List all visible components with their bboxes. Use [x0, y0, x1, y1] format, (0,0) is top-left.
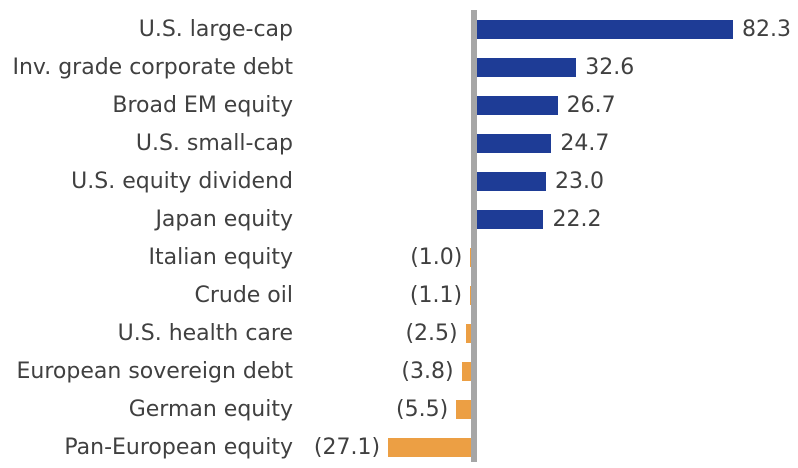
bar [461, 362, 474, 381]
bar [473, 96, 558, 115]
category-label: German equity [128, 397, 293, 422]
category-label: Pan-European equity [64, 435, 293, 460]
category-label: Inv. grade corporate debt [12, 55, 293, 80]
chart-row: European sovereign debt (3.8) [0, 353, 798, 391]
value-label: 24.7 [560, 131, 610, 156]
bar [473, 210, 544, 229]
value-label: (5.5) [396, 397, 449, 422]
category-label: U.S. large-cap [138, 17, 293, 42]
chart-row: Inv. grade corporate debt 32.6 [0, 49, 798, 87]
category-label: U.S. equity dividend [71, 169, 293, 194]
chart-row: Broad EM equity 26.7 [0, 87, 798, 125]
value-label: (1.1) [409, 283, 463, 308]
category-label: Italian equity [148, 245, 293, 270]
category-label: Crude oil [194, 283, 293, 308]
category-label: U.S. health care [117, 321, 293, 346]
category-label: Broad EM equity [112, 93, 293, 118]
category-label: Japan equity [155, 207, 293, 232]
value-label: 32.6 [585, 55, 635, 80]
chart-row: U.S. large-cap 82.3 [0, 11, 798, 49]
bar [465, 324, 474, 343]
chart-row: Pan-European equity (27.1) [0, 429, 798, 467]
chart-row: Japan equity 22.2 [0, 201, 798, 239]
chart-row: U.S. small-cap 24.7 [0, 125, 798, 163]
zero-axis-line [471, 10, 477, 462]
chart-row: German equity (5.5) [0, 391, 798, 429]
bar [473, 134, 552, 153]
value-label: (3.8) [401, 359, 454, 384]
category-label: European sovereign debt [16, 359, 293, 384]
bar [473, 20, 733, 39]
value-label: 23.0 [555, 169, 604, 194]
value-label: (1.0) [410, 245, 463, 270]
value-label: (27.1) [313, 435, 381, 460]
value-label: 26.7 [566, 93, 616, 118]
chart-row: Italian equity (1.0) [0, 239, 798, 277]
bar [456, 400, 474, 419]
bar [388, 438, 474, 457]
chart-row: U.S. equity dividend 23.0 [0, 163, 798, 201]
chart-row: Crude oil (1.1) [0, 277, 798, 315]
category-label: U.S. small-cap [135, 131, 293, 156]
value-label: (2.5) [405, 321, 458, 346]
value-label: 22.2 [552, 207, 602, 232]
chart-row: U.S. health care (2.5) [0, 315, 798, 353]
bar [473, 172, 547, 191]
value-label: 82.3 [741, 17, 791, 42]
bar [473, 58, 577, 77]
